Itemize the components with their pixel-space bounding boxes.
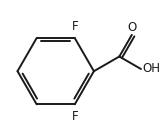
Text: F: F [72, 20, 79, 33]
Text: O: O [127, 21, 136, 34]
Text: F: F [72, 110, 79, 123]
Text: OH: OH [142, 63, 160, 75]
